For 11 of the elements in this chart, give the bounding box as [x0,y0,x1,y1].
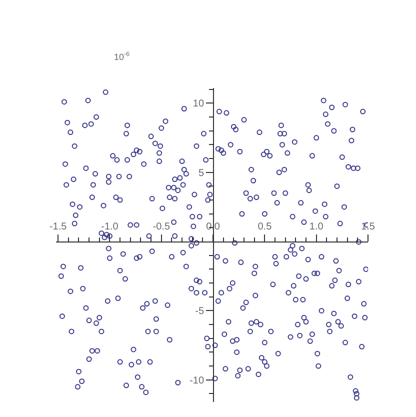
y-axis-title: 10$^{-6}$ [114,51,130,62]
y-tick-label: 5 [198,168,204,179]
x-tick-label: -0.5 [152,222,170,233]
x-tick-label: -1.5 [49,222,68,233]
y-tick-label: 10 [192,98,204,110]
x-tick-label: 0.5 [258,222,272,233]
x-tick-label: 1.0 [309,222,324,233]
x-tick-label: 1.5 [361,222,376,233]
x-tick-label: -1.0 [101,222,119,233]
y-tick-label: -10 [190,375,204,386]
y-tick-label: -5 [195,306,204,318]
